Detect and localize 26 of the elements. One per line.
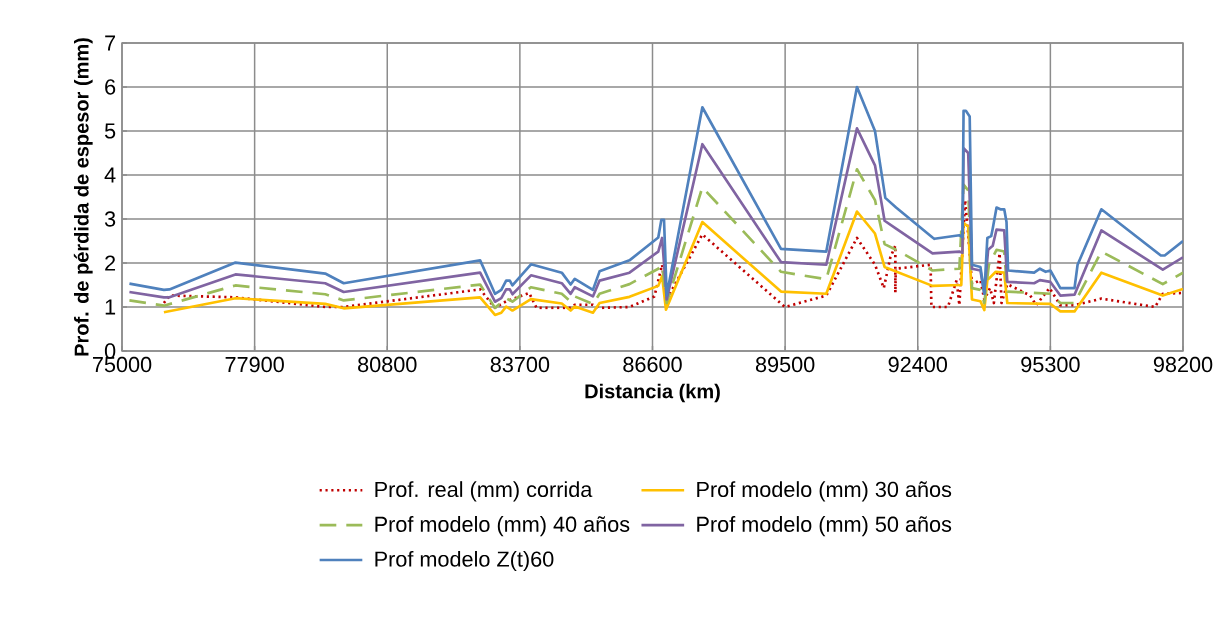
y-tick-label: 2 [105,255,116,271]
y-axis-title: Prof. de pérdida de espesor (mm) [73,38,93,356]
y-tick-label: 5 [104,123,116,139]
y-tick-label: 1 [105,299,116,315]
legend-label: Prof. real (mm) corrida [375,481,593,502]
y-tick-label: 3 [104,211,116,227]
line-series [128,85,1183,297]
line-series [162,210,1183,317]
x-tick-label: 80800 [358,356,417,373]
x-tick-label: 86600 [623,356,682,373]
x-tick-label: 92400 [888,356,948,373]
x-tick-label: 98200 [1153,356,1213,373]
x-tick-label: 89500 [755,356,815,373]
legend-label: Prof modelo (mm) 50 años [697,516,952,537]
y-tick-label: 6 [105,79,116,95]
legend-label: Prof modelo (mm) 30 años [697,481,952,502]
x-axis-title: Distancia (km) [585,383,720,403]
y-tick-label: 4 [104,167,116,183]
line-series [128,167,1183,310]
x-tick-label: 83700 [490,356,550,373]
x-tick-label: 95300 [1021,356,1080,373]
line-series [162,198,1183,310]
legend-label: Prof modelo Z(t)60 [375,550,554,572]
legend-label: Prof modelo (mm) 40 años [375,516,630,537]
x-tick-label: 77900 [225,356,284,373]
y-tick-label: 7 [105,35,116,51]
